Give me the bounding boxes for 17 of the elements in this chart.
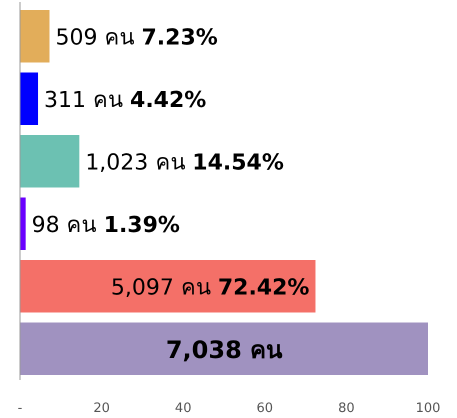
data-label: 509 คน 7.23% [56,25,218,50]
x-tick-label: 20 [93,401,110,416]
bar [20,72,38,125]
data-label: 1,023 คน 14.54% [85,150,284,176]
x-tick-label: 40 [174,401,192,416]
x-tick-label: 100 [416,401,440,416]
x-tick-label: - [18,401,23,416]
data-label: 311 คน 4.42% [44,88,206,113]
x-tick-label: 60 [256,401,274,416]
bar [20,260,316,312]
bar [20,10,50,62]
annotation: 7,038 คน [166,336,284,364]
data-label: 5,097 คน 72.42% [110,275,310,300]
bar [20,322,428,375]
x-tick-label: 80 [338,401,355,416]
data-label: 98 คน 1.39% [32,212,180,238]
bar [20,135,80,188]
